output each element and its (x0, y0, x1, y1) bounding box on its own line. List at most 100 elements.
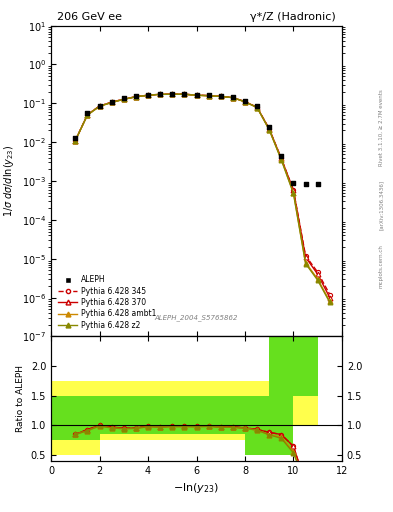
Pythia 6.428 ambt1 (315, 276, 320, 282)
Pythia 6.428 ambt1 (109, 99, 114, 105)
ALEPH (169, 90, 175, 98)
Pythia 6.428 370 (291, 187, 296, 194)
ALEPH (72, 134, 79, 142)
Pythia 6.428 z2 (109, 99, 114, 105)
Pythia 6.428 z2 (194, 92, 199, 98)
ALEPH (84, 109, 91, 117)
Pythia 6.428 345 (231, 94, 235, 100)
Text: [arXiv:1306.3436]: [arXiv:1306.3436] (379, 180, 384, 230)
Pythia 6.428 ambt1 (255, 104, 259, 111)
ALEPH (278, 152, 285, 160)
Pythia 6.428 370 (146, 92, 151, 98)
Pythia 6.428 z2 (219, 93, 223, 99)
Pythia 6.428 z2 (73, 138, 78, 144)
Pythia 6.428 370 (219, 93, 223, 99)
Pythia 6.428 345 (85, 112, 90, 118)
ALEPH (145, 91, 151, 99)
Pythia 6.428 z2 (242, 99, 247, 105)
Pythia 6.428 370 (255, 104, 259, 111)
Pythia 6.428 345 (182, 91, 187, 97)
Pythia 6.428 370 (109, 99, 114, 105)
ALEPH (133, 92, 139, 100)
Pythia 6.428 ambt1 (267, 126, 272, 133)
Pythia 6.428 z2 (267, 126, 272, 133)
Pythia 6.428 370 (242, 99, 247, 105)
X-axis label: $-\ln(y_{23})$: $-\ln(y_{23})$ (173, 481, 220, 495)
Pythia 6.428 370 (121, 96, 126, 102)
Line: Pythia 6.428 ambt1: Pythia 6.428 ambt1 (73, 92, 332, 304)
ALEPH (193, 91, 200, 99)
Pythia 6.428 345 (279, 156, 284, 162)
ALEPH (254, 102, 260, 110)
Pythia 6.428 370 (206, 93, 211, 99)
Pythia 6.428 ambt1 (158, 91, 163, 97)
Text: γ*/Z (Hadronic): γ*/Z (Hadronic) (250, 12, 336, 23)
Pythia 6.428 ambt1 (303, 260, 308, 266)
Text: ALEPH_2004_S5765862: ALEPH_2004_S5765862 (155, 314, 238, 321)
ALEPH (230, 93, 236, 101)
ALEPH (303, 180, 309, 188)
Pythia 6.428 z2 (327, 300, 332, 306)
Pythia 6.428 370 (315, 271, 320, 278)
Pythia 6.428 ambt1 (73, 138, 78, 144)
Pythia 6.428 z2 (121, 96, 126, 102)
Pythia 6.428 345 (194, 92, 199, 98)
Pythia 6.428 z2 (279, 157, 284, 163)
Pythia 6.428 345 (219, 93, 223, 99)
Pythia 6.428 ambt1 (146, 92, 151, 98)
ALEPH (314, 180, 321, 188)
Pythia 6.428 345 (121, 96, 126, 102)
Pythia 6.428 z2 (182, 91, 187, 97)
Pythia 6.428 ambt1 (231, 95, 235, 101)
ALEPH (290, 179, 297, 187)
Pythia 6.428 345 (255, 104, 259, 111)
Pythia 6.428 345 (315, 269, 320, 275)
Pythia 6.428 345 (73, 138, 78, 144)
ALEPH (242, 97, 248, 105)
Pythia 6.428 z2 (255, 104, 259, 111)
Pythia 6.428 345 (109, 99, 114, 105)
Y-axis label: $1/\sigma\;d\sigma/d\ln(y_{23})$: $1/\sigma\;d\sigma/d\ln(y_{23})$ (2, 145, 17, 217)
ALEPH (157, 90, 163, 98)
Pythia 6.428 345 (291, 187, 296, 194)
Pythia 6.428 370 (158, 91, 163, 97)
Pythia 6.428 z2 (85, 112, 90, 118)
Pythia 6.428 370 (85, 112, 90, 118)
Pythia 6.428 370 (170, 91, 174, 97)
Pythia 6.428 370 (303, 254, 308, 260)
Pythia 6.428 ambt1 (206, 93, 211, 99)
Pythia 6.428 370 (134, 94, 138, 100)
Text: Rivet 3.1.10, ≥ 2.7M events: Rivet 3.1.10, ≥ 2.7M events (379, 90, 384, 166)
Pythia 6.428 ambt1 (291, 189, 296, 196)
ALEPH (96, 102, 103, 110)
ALEPH (218, 92, 224, 100)
Pythia 6.428 345 (303, 252, 308, 259)
Pythia 6.428 ambt1 (194, 92, 199, 98)
Pythia 6.428 z2 (146, 92, 151, 98)
Pythia 6.428 370 (97, 103, 102, 109)
Pythia 6.428 370 (73, 138, 78, 144)
ALEPH (181, 90, 187, 98)
Pythia 6.428 345 (158, 91, 163, 97)
Pythia 6.428 ambt1 (242, 99, 247, 105)
Pythia 6.428 345 (242, 99, 247, 105)
Pythia 6.428 370 (231, 94, 235, 100)
Pythia 6.428 ambt1 (219, 93, 223, 99)
Pythia 6.428 ambt1 (279, 156, 284, 162)
Pythia 6.428 370 (267, 126, 272, 132)
Pythia 6.428 z2 (134, 94, 138, 100)
Line: Pythia 6.428 z2: Pythia 6.428 z2 (73, 92, 332, 305)
Legend: ALEPH, Pythia 6.428 345, Pythia 6.428 370, Pythia 6.428 ambt1, Pythia 6.428 z2: ALEPH, Pythia 6.428 345, Pythia 6.428 37… (55, 272, 159, 333)
Pythia 6.428 ambt1 (97, 103, 102, 110)
Pythia 6.428 370 (279, 156, 284, 162)
Pythia 6.428 345 (134, 94, 138, 100)
Pythia 6.428 z2 (158, 91, 163, 97)
Text: mcplots.cern.ch: mcplots.cern.ch (379, 244, 384, 288)
Pythia 6.428 z2 (303, 261, 308, 267)
Pythia 6.428 370 (327, 294, 332, 301)
Pythia 6.428 ambt1 (85, 112, 90, 118)
Pythia 6.428 z2 (291, 190, 296, 197)
Pythia 6.428 345 (146, 92, 151, 98)
Pythia 6.428 ambt1 (170, 91, 174, 97)
Pythia 6.428 z2 (231, 95, 235, 101)
